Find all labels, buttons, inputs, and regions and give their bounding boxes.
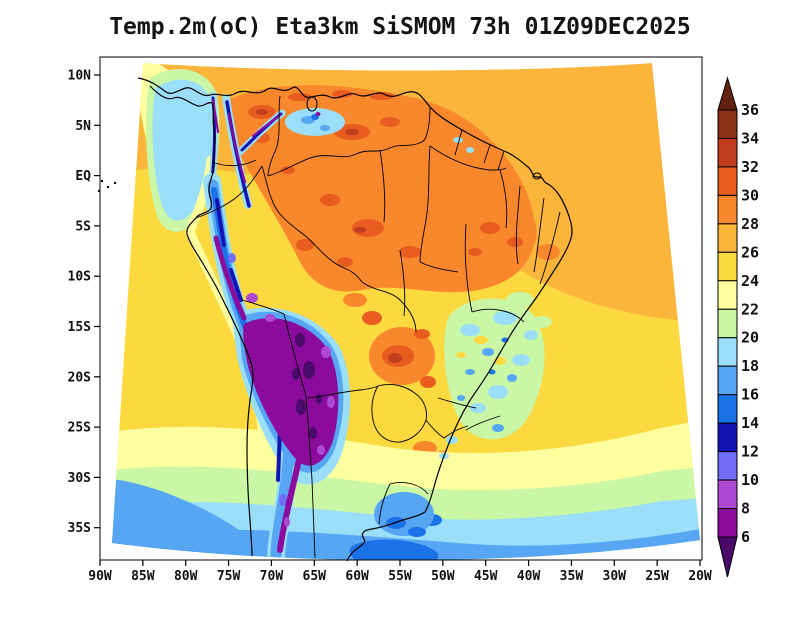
lat-tick-label: 5S (75, 219, 91, 234)
colorbar-segment (717, 308, 738, 339)
island-dot (113, 181, 117, 185)
colorbar-segment (717, 365, 738, 396)
lon-tick-label: 80W (174, 569, 198, 584)
colorbar-label: 26 (741, 243, 759, 261)
lon-tick-label: 65W (303, 569, 327, 584)
colorbar-segment (717, 166, 738, 196)
lon-tick-label: 45W (474, 569, 498, 584)
colorbar-label: 36 (741, 101, 759, 119)
lat-tick-label: 10N (68, 69, 92, 84)
lon-tick-label: 85W (131, 569, 155, 584)
colorbar-segment (717, 508, 738, 538)
lon-tick-label: 60W (345, 569, 369, 584)
lon-tick-label: 35W (560, 569, 584, 584)
country-borders (195, 95, 561, 559)
island-dot (100, 179, 104, 183)
colorbar-label: 10 (741, 471, 759, 489)
colorbar-below-triangle (717, 536, 738, 578)
lon-tick-label: 75W (217, 569, 241, 584)
latitude-axis: 10N 5N EQ 5S 10S 15S 20S 25S 30S 35S (68, 69, 100, 536)
colorbar: 36 34 32 30 28 26 24 22 20 18 16 14 12 10 8 6 (717, 76, 759, 578)
lon-tick-label: 55W (388, 569, 412, 584)
lat-tick-label: EQ (75, 169, 91, 184)
colorbar-label: 20 (741, 329, 759, 347)
colorbar-label: 28 (741, 215, 759, 233)
colorbar-above-triangle (717, 76, 738, 111)
page-title: Temp.2m(oC) Eta3km SiSMOM 73h 01Z09DEC20… (109, 14, 691, 40)
colorbar-segment (717, 251, 738, 282)
lat-tick-label: 30S (68, 471, 92, 486)
colorbar-segment (717, 422, 738, 453)
longitude-axis: 90W 85W 80W 75W 70W 65W 60W 55W 50W 45W 40W 35W 30W 2… (88, 560, 712, 584)
colorbar-label: 24 (741, 272, 759, 290)
lon-tick-label: 70W (260, 569, 284, 584)
coastlines (97, 77, 573, 562)
lon-tick-label: 30W (603, 569, 627, 584)
island-dot (106, 185, 110, 189)
lat-tick-label: 15S (68, 320, 92, 335)
colorbar-label: 34 (741, 129, 759, 147)
colorbar-segment (717, 109, 738, 139)
lon-tick-label: 50W (431, 569, 455, 584)
colorbar-label: 18 (741, 357, 759, 375)
colorbar-label: 30 (741, 186, 759, 204)
lat-tick-label: 35S (68, 521, 92, 536)
colorbar-segment (717, 337, 738, 367)
lon-tick-label: 25W (645, 569, 669, 584)
lon-tick-label: 40W (517, 569, 541, 584)
lat-tick-label: 20S (68, 370, 92, 385)
colorbar-segment (717, 223, 738, 253)
colorbar-segment (717, 394, 738, 424)
colorbar-label: 14 (741, 414, 759, 432)
colorbar-segment (717, 451, 738, 481)
colorbar-label: 6 (741, 528, 750, 546)
lat-tick-label: 5N (75, 119, 91, 134)
colorbar-segment (717, 137, 738, 168)
colorbar-label: 16 (741, 386, 759, 404)
colorbar-label: 8 (741, 500, 750, 518)
colorbar-label: 22 (741, 300, 759, 318)
colorbar-label: 32 (741, 158, 759, 176)
lat-tick-label: 10S (68, 270, 92, 285)
colorbar-label: 12 (741, 443, 759, 461)
lon-tick-label: 20W (688, 569, 712, 584)
colorbar-segment (717, 280, 738, 310)
colorbar-segment (717, 194, 738, 225)
lon-tick-label: 90W (88, 569, 112, 584)
colorbar-segment (717, 479, 738, 510)
temperature-field (112, 63, 700, 561)
lat-tick-label: 25S (68, 421, 92, 436)
plot-border (99, 56, 703, 561)
